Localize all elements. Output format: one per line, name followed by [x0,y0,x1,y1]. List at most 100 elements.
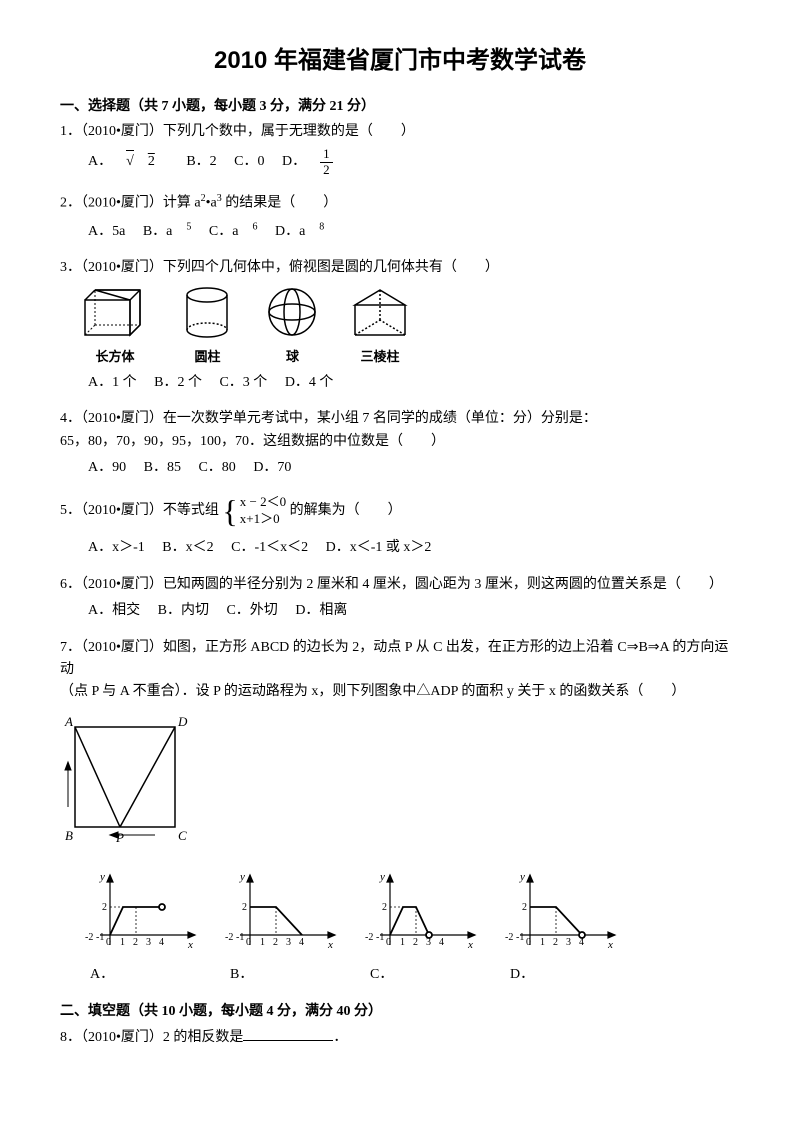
svg-text:1: 1 [540,937,545,948]
q1-text: 1．（2010•厦门）下列几个数中，属于无理数的是（ ） [60,121,740,143]
q6-c: C．外切 [226,603,277,618]
svg-text:2: 2 [382,902,387,913]
svg-text:4: 4 [159,937,164,948]
shape-label-c: 球 [265,347,320,368]
svg-text:y: y [99,871,105,883]
svg-text:3: 3 [566,937,571,948]
graph-c: xy -2-10 1234 2 C． [350,870,480,986]
q2-opt-b: B．a5 [143,224,192,239]
q7-l1: 7．（2010•厦门）如图，正方形 ABCD 的边长为 2，动点 P 从 C 出… [60,637,740,682]
svg-text:-2: -2 [365,932,373,943]
cuboid-icon [80,285,150,340]
svg-text:-2: -2 [225,932,233,943]
question-8: 8．（2010•厦门）2 的相反数是 ． [60,1026,740,1049]
question-7: 7．（2010•厦门）如图，正方形 ABCD 的边长为 2，动点 P 从 C 出… [60,637,740,986]
shape-sphere: 球 [265,285,320,368]
svg-text:0: 0 [246,937,251,948]
question-6: 6．（2010•厦门）已知两圆的半径分别为 2 厘米和 4 厘米，圆心距为 3 … [60,574,740,623]
sq-label-B: B [65,828,73,843]
q5-c2: x+1＞0 [240,511,280,526]
q2c-a: C．a [209,224,239,239]
q5-b: B．x＜2 [162,540,213,555]
q7-opt-b: B． [230,964,340,986]
brace-icon: { x − 2＜0 x+1＞0 [222,494,286,528]
q2b-s: 5 [186,221,191,232]
q2-opt-a: A．5a [88,224,125,239]
q1-opt-d: D．12 [282,154,361,169]
prism-icon [350,285,410,340]
svg-text:-1: -1 [376,932,384,943]
svg-text:3: 3 [146,937,151,948]
svg-text:1: 1 [260,937,265,948]
svg-text:-1: -1 [516,932,524,943]
sq-label-A: A [64,714,73,729]
graph-b-icon: xy -2-10 1234 2 [210,870,340,955]
fraction-icon: 12 [320,147,347,177]
svg-text:0: 0 [386,937,391,948]
svg-text:2: 2 [133,937,138,948]
shape-label-b: 圆柱 [180,347,235,368]
q2c-s: 6 [252,221,257,232]
shape-prism: 三棱柱 [350,285,410,368]
question-2: 2．（2010•厦门）计算 a2•a3 的结果是（ ） A．5a B．a5 C．… [60,191,740,243]
q1-d-label: D． [282,154,306,169]
q1-a-val: 2 [148,154,155,169]
q4-l2: 65，80，70，90，95，100，70．这组数据的中位数是（ ） [60,431,740,453]
cylinder-icon [180,285,235,340]
q8-post: ． [333,1030,347,1045]
svg-text:2: 2 [273,937,278,948]
svg-text:2: 2 [413,937,418,948]
svg-text:0: 0 [526,937,531,948]
q6-a: A．相交 [88,603,140,618]
section-1-header: 一、选择题（共 7 小题，每小题 3 分，满分 21 分） [60,95,740,115]
q6-d: D．相离 [295,603,347,618]
q5-post: 的解集为（ ） [290,503,402,518]
q4-options: A．90 B．85 C．80 D．70 [88,457,740,479]
q1-opt-a: A．√2 [88,154,172,169]
q5-c: C．-1＜x＜2 [231,540,308,555]
q8-pre: 8．（2010•厦门）2 的相反数是 [60,1030,243,1045]
svg-text:2: 2 [102,902,107,913]
q2-ta: 2．（2010•厦门）计算 a [60,196,201,211]
q5-options: A．x＞-1 B．x＜2 C．-1＜x＜2 D．x＜-1 或 x＞2 [88,537,740,559]
shape-cylinder: 圆柱 [180,285,235,368]
q1-d-num: 1 [320,147,333,162]
q7-opt-d: D． [510,964,620,986]
graph-a-icon: xy -2-10 1234 2 [70,870,200,955]
q5-text: 5．（2010•厦门）不等式组 { x − 2＜0 x+1＞0 的解集为（ ） [60,494,740,528]
q5-pre: 5．（2010•厦门）不等式组 [60,503,219,518]
svg-text:x: x [327,939,333,951]
graph-c-icon: xy -2-10 1234 2 [350,870,480,955]
q4-d: D．70 [253,460,291,475]
q3-c: C．3 个 [219,375,267,390]
q2-opt-d: D．a8 [275,224,324,239]
svg-text:4: 4 [299,937,304,948]
svg-text:y: y [519,871,525,883]
graph-d: xy -2-10 1234 2 D． [490,870,620,986]
sq-label-P: P [115,830,124,845]
svg-text:3: 3 [286,937,291,948]
q1-opt-c: C．0 [234,154,264,169]
sphere-icon [265,285,320,340]
svg-text:1: 1 [400,937,405,948]
q7-graphs: xy -2-10 1234 2 A． x [70,870,740,986]
svg-text:y: y [379,871,385,883]
svg-text:-2: -2 [85,932,93,943]
svg-text:4: 4 [439,937,444,948]
q4-l1: 4．（2010•厦门）在一次数学单元考试中，某小组 7 名同学的成绩（单位：分）… [60,408,740,430]
q1-options: A．√2 B．2 C．0 D．12 [88,147,740,177]
section-2-header: 二、填空题（共 10 小题，每小题 4 分，满分 40 分） [60,1000,740,1020]
svg-text:-2: -2 [505,932,513,943]
svg-text:-1: -1 [96,932,104,943]
q3-text: 3．（2010•厦门）下列四个几何体中，俯视图是圆的几何体共有（ ） [60,257,740,279]
q2-tc: 的结果是（ ） [222,196,338,211]
q2-text: 2．（2010•厦门）计算 a2•a3 的结果是（ ） [60,191,740,215]
graph-b: xy -2-10 1234 2 B． [210,870,340,986]
q7-opt-c: C． [370,964,480,986]
svg-text:1: 1 [120,937,125,948]
svg-text:-1: -1 [236,932,244,943]
question-3: 3．（2010•厦门）下列四个几何体中，俯视图是圆的几何体共有（ ） [60,257,740,394]
q2-opt-c: C．a 6 [209,224,258,239]
question-5: 5．（2010•厦门）不等式组 { x − 2＜0 x+1＞0 的解集为（ ） … [60,494,740,560]
q3-b: B．2 个 [154,375,202,390]
